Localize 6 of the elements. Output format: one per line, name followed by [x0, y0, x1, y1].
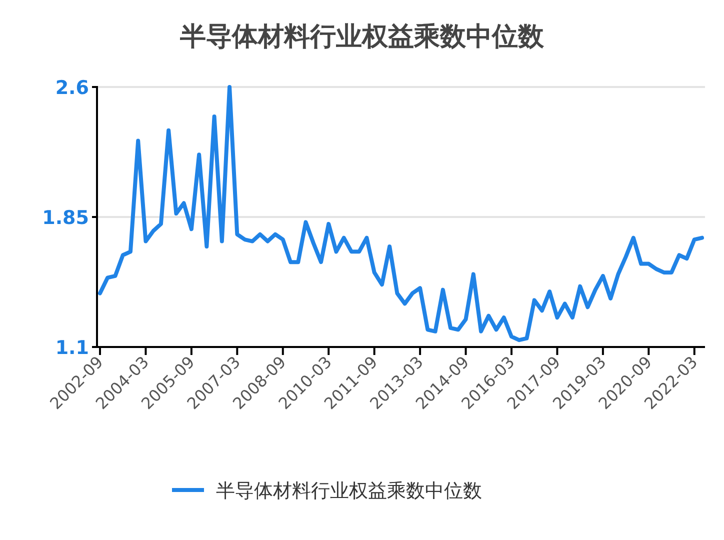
- line-series: [98, 85, 704, 342]
- legend-label: 半导体材料行业权益乘数中位数: [216, 480, 482, 502]
- y-tick-label: 2.6: [55, 77, 89, 99]
- y-tick-label: 1.85: [42, 207, 89, 229]
- chart-title: 半导体材料行业权益乘数中位数: [179, 22, 545, 52]
- y-tick-label: 1.1: [55, 337, 89, 359]
